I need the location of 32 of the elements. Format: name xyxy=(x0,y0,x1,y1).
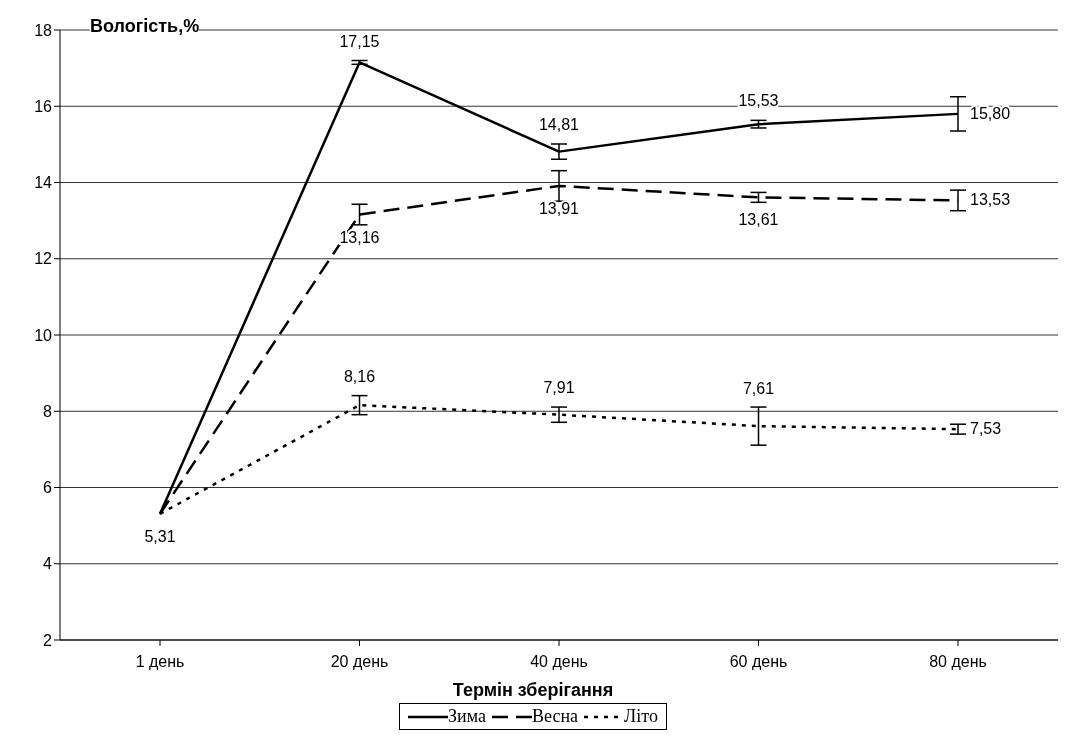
data-label: 17,15 xyxy=(339,32,380,50)
data-label: 7,53 xyxy=(970,420,1002,438)
y-tick-label: 4 xyxy=(43,555,53,573)
legend-label: Зима xyxy=(448,706,486,727)
y-tick-label: 18 xyxy=(34,21,53,39)
y-tick-label: 14 xyxy=(34,174,53,192)
data-label: 13,53 xyxy=(970,191,1011,209)
y-tick-label: 2 xyxy=(43,631,53,649)
data-label: 15,53 xyxy=(738,92,779,110)
data-label: 13,61 xyxy=(738,211,779,229)
data-label: 8,16 xyxy=(343,367,376,385)
data-label: 15,80 xyxy=(970,104,1011,122)
data-label: 5,31 xyxy=(144,527,176,545)
x-tick-label: 1 день xyxy=(135,653,185,671)
data-label: 7,61 xyxy=(742,379,775,397)
data-label: 7,91 xyxy=(543,379,575,397)
y-tick-label: 16 xyxy=(34,97,53,115)
y-tick-label: 6 xyxy=(43,479,53,497)
y-tick-label: 12 xyxy=(34,250,53,268)
x-tick-label: 20 день xyxy=(330,653,389,671)
x-tick-label: 80 день xyxy=(929,653,987,671)
x-axis-title: Термін зберігання xyxy=(452,680,614,701)
legend-label: Весна xyxy=(532,706,579,727)
data-label: 13,91 xyxy=(538,199,580,217)
data-label: 14,81 xyxy=(538,116,580,134)
x-tick-label: 40 день xyxy=(530,653,588,671)
x-tick-label: 60 день xyxy=(729,653,788,671)
y-tick-label: 10 xyxy=(34,326,53,344)
y-tick-label: 8 xyxy=(43,402,53,420)
data-label: 13,16 xyxy=(339,228,380,246)
y-axis-title: Вологість,% xyxy=(90,16,200,37)
legend-label: Літо xyxy=(624,706,658,727)
